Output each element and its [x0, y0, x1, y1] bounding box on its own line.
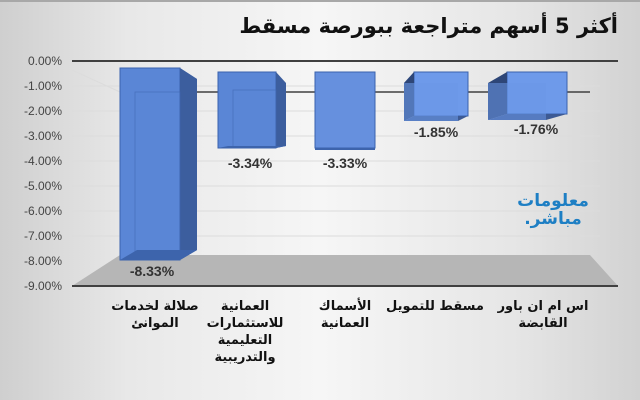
bar-1 [119, 67, 197, 261]
data-label: -3.33% [322, 155, 368, 171]
category-label: صلالة لخدمات الموانئ [111, 299, 199, 331]
category-label: العمانية للاستثمارات التعليمية والتدريبي… [206, 299, 284, 365]
y-tick: -9.00% [23, 279, 62, 293]
y-tick: -6.00% [23, 204, 62, 218]
data-label: -1.85% [413, 124, 459, 140]
y-tick: -7.00% [23, 229, 62, 243]
y-tick: 0.00% [27, 54, 62, 68]
data-label: -3.34% [227, 155, 273, 171]
bar-2 [217, 71, 286, 149]
bar-3 [314, 71, 376, 150]
y-tick: -4.00% [23, 154, 62, 168]
y-tick: -8.00% [23, 254, 62, 268]
y-tick: -5.00% [23, 179, 62, 193]
bar-4 [404, 71, 469, 121]
data-label: -1.76% [513, 121, 559, 137]
y-tick: -3.00% [23, 129, 62, 143]
brand-logo: معلومات مباشر. [517, 191, 589, 229]
chart-title: أكثر 5 أسهم متراجعة ببورصة مسقط [239, 14, 618, 38]
y-tick: -1.00% [23, 79, 62, 93]
category-label: الأسماك العمانية [318, 299, 372, 331]
data-label: -8.33% [129, 263, 175, 279]
category-label: اس ام ان باور القابضة [497, 299, 589, 331]
category-label: مسقط للتمويل [386, 299, 484, 314]
y-tick: -2.00% [23, 104, 62, 118]
bar-5 [488, 71, 568, 120]
